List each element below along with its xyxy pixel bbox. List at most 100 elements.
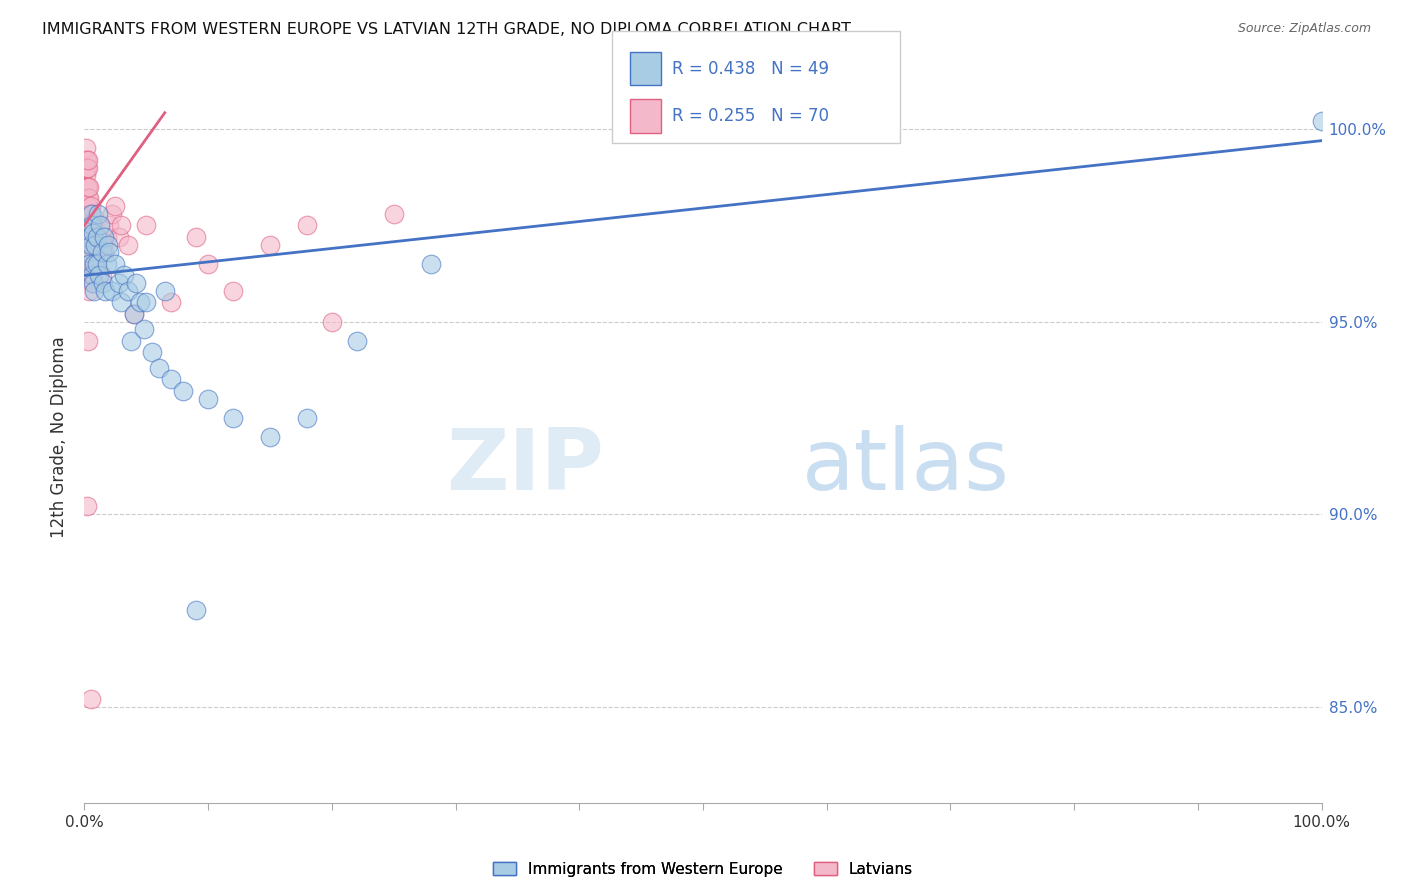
Point: [86, 230, 108, 244]
Point: [75, 161, 97, 175]
Point: [76, 179, 98, 194]
Point: [82, 276, 104, 290]
Point: [82, 268, 104, 283]
Point: [112, 268, 135, 283]
Point: [94, 284, 117, 298]
Point: [104, 257, 127, 271]
Point: [89, 245, 111, 260]
Point: [90, 268, 112, 283]
Point: [77, 153, 100, 167]
Point: [129, 295, 152, 310]
Point: [110, 219, 132, 233]
Point: [89, 219, 111, 233]
Point: [295, 219, 318, 233]
Point: [76, 161, 98, 175]
Point: [76, 245, 98, 260]
Point: [79, 268, 101, 283]
Point: [120, 334, 142, 348]
Point: [77, 191, 100, 205]
Point: [79, 191, 101, 205]
Point: [80, 257, 103, 271]
Point: [93, 230, 115, 244]
Point: [77, 207, 100, 221]
Point: [79, 245, 101, 260]
Point: [87, 207, 110, 221]
Point: [79, 179, 101, 194]
Point: [90, 245, 112, 260]
Point: [80, 268, 103, 283]
Point: [80, 230, 103, 244]
Point: [135, 295, 157, 310]
Text: IMMIGRANTS FROM WESTERN EUROPE VS LATVIAN 12TH GRADE, NO DIPLOMA CORRELATION CHA: IMMIGRANTS FROM WESTERN EUROPE VS LATVIA…: [42, 22, 851, 37]
Point: [222, 410, 245, 425]
Point: [91, 237, 114, 252]
Point: [100, 284, 122, 298]
Point: [79, 257, 101, 271]
Point: [96, 230, 118, 244]
Point: [80, 219, 103, 233]
Point: [132, 322, 155, 336]
Point: [419, 257, 441, 271]
Point: [79, 207, 101, 221]
Point: [83, 219, 105, 233]
Point: [86, 230, 108, 244]
Point: [222, 284, 245, 298]
Point: [82, 226, 104, 240]
Point: [82, 237, 104, 252]
Legend: Immigrants from Western Europe, Latvians: Immigrants from Western Europe, Latvians: [486, 855, 920, 883]
Point: [83, 257, 105, 271]
Point: [75, 169, 97, 183]
Point: [346, 334, 368, 348]
Point: [77, 179, 100, 194]
Point: [77, 334, 100, 348]
Point: [84, 257, 107, 271]
Text: R = 0.438   N = 49: R = 0.438 N = 49: [672, 60, 830, 78]
Point: [83, 245, 105, 260]
Point: [122, 307, 145, 321]
Point: [79, 691, 101, 706]
Point: [172, 384, 194, 398]
Point: [93, 245, 115, 260]
Point: [76, 219, 98, 233]
Point: [84, 237, 107, 252]
Point: [86, 257, 108, 271]
Point: [382, 207, 405, 221]
Point: [83, 276, 105, 290]
Point: [117, 237, 139, 252]
Point: [77, 161, 100, 175]
Point: [76, 500, 98, 514]
Point: [97, 237, 120, 252]
Point: [87, 237, 110, 252]
Point: [79, 237, 101, 252]
Point: [79, 257, 101, 271]
Point: [160, 295, 183, 310]
Point: [321, 315, 343, 329]
Point: [184, 603, 207, 617]
Point: [153, 284, 176, 298]
Point: [89, 219, 111, 233]
Point: [197, 257, 219, 271]
Point: [98, 245, 121, 260]
Point: [77, 230, 100, 244]
Y-axis label: 12th Grade, No Diploma: 12th Grade, No Diploma: [51, 336, 69, 538]
Point: [86, 257, 108, 271]
Text: Source: ZipAtlas.com: Source: ZipAtlas.com: [1237, 22, 1371, 36]
Point: [100, 207, 122, 221]
Point: [82, 257, 104, 271]
Point: [125, 276, 148, 290]
Point: [79, 219, 101, 233]
Point: [108, 230, 131, 244]
Point: [96, 257, 118, 271]
Point: [77, 199, 100, 213]
Point: [79, 237, 101, 252]
Point: [184, 230, 207, 244]
Point: [104, 199, 127, 213]
Point: [76, 179, 98, 194]
Point: [122, 307, 145, 321]
Point: [79, 219, 101, 233]
Point: [91, 276, 114, 290]
Point: [117, 284, 139, 298]
Point: [77, 219, 100, 233]
Point: [259, 237, 281, 252]
Point: [141, 345, 163, 359]
